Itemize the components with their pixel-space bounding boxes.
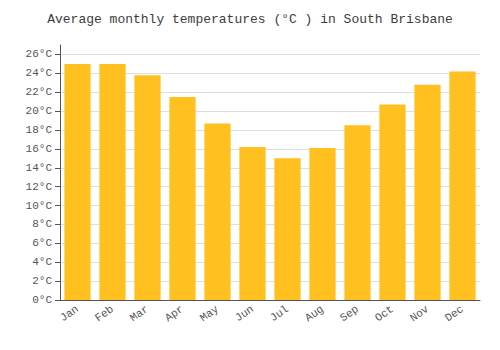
svg-text:Oct: Oct xyxy=(373,303,396,324)
svg-text:4°C: 4°C xyxy=(32,256,52,268)
svg-text:Mar: Mar xyxy=(128,303,151,324)
svg-text:Nov: Nov xyxy=(408,303,431,324)
svg-text:Apr: Apr xyxy=(163,303,186,324)
svg-text:Average monthly temperatures (: Average monthly temperatures (°C ) in So… xyxy=(47,12,453,27)
svg-text:14°C: 14°C xyxy=(26,162,53,174)
svg-text:Feb: Feb xyxy=(93,303,116,324)
svg-text:Sep: Sep xyxy=(338,303,361,324)
svg-text:May: May xyxy=(198,303,221,324)
svg-text:Jan: Jan xyxy=(58,303,81,324)
svg-text:16°C: 16°C xyxy=(26,143,53,155)
svg-text:8°C: 8°C xyxy=(32,218,52,230)
svg-text:Jul: Jul xyxy=(268,303,291,324)
svg-text:2°C: 2°C xyxy=(32,275,52,287)
svg-text:10°C: 10°C xyxy=(26,200,53,212)
svg-text:26°C: 26°C xyxy=(26,48,53,60)
svg-text:20°C: 20°C xyxy=(26,105,53,117)
svg-text:Jun: Jun xyxy=(233,303,256,324)
svg-text:Dec: Dec xyxy=(443,303,466,324)
svg-text:18°C: 18°C xyxy=(26,124,53,136)
svg-text:0°C: 0°C xyxy=(32,294,52,306)
svg-text:22°C: 22°C xyxy=(26,86,53,98)
svg-text:24°C: 24°C xyxy=(26,67,53,79)
svg-text:Aug: Aug xyxy=(303,303,326,324)
svg-text:6°C: 6°C xyxy=(32,237,52,249)
svg-text:12°C: 12°C xyxy=(26,181,53,193)
